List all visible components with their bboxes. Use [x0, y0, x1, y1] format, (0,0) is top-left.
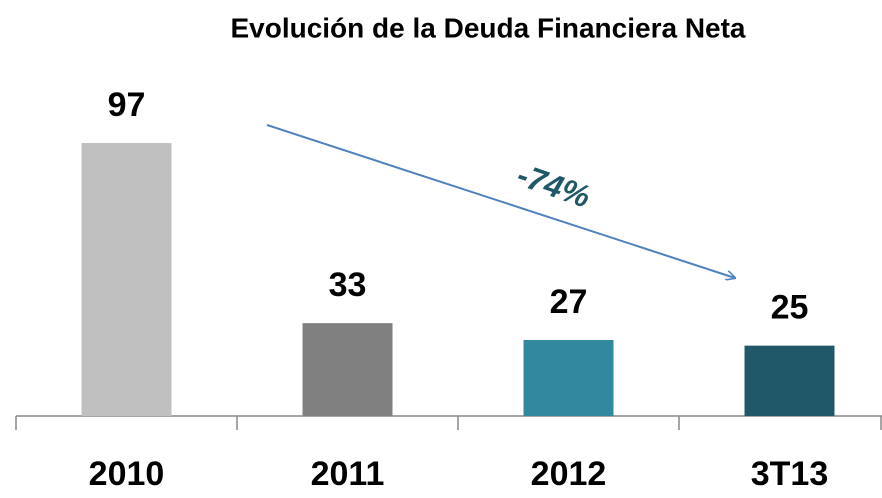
trend-arrow	[266, 124, 735, 278]
x-tick-label: 2011	[311, 455, 385, 493]
bar	[523, 340, 614, 416]
bar	[744, 345, 835, 416]
x-tick-label: 2012	[531, 455, 607, 493]
value-label: 97	[108, 86, 146, 124]
value-label: 33	[329, 266, 367, 304]
bar	[81, 143, 172, 417]
bar	[302, 323, 393, 416]
value-label: 25	[771, 289, 809, 327]
x-tick-label: 2010	[89, 455, 165, 493]
annotation: -74%	[513, 156, 595, 214]
x-tick-label: 3T13	[751, 455, 829, 493]
value-label: 27	[550, 283, 588, 321]
chart-title: Evolución de la Deuda Financiera Neta	[230, 12, 745, 43]
